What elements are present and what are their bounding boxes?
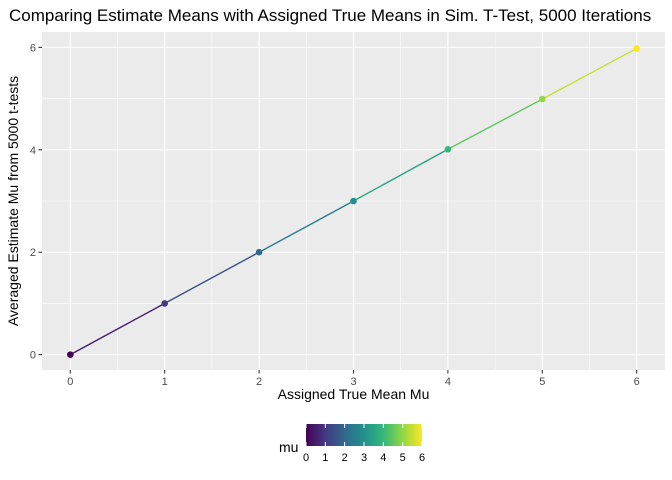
data-point: [538, 95, 546, 103]
data-point: [161, 300, 169, 307]
line-segment: [164, 251, 260, 305]
legend-tick-label: 6: [419, 452, 425, 464]
y-tick-label: 6: [30, 42, 36, 54]
x-tick-label: 4: [445, 376, 451, 388]
axes: 0 1 2 3 4 5 6 0 2 4 6: [30, 42, 640, 388]
chart-title: Comparing Estimate Means with Assigned T…: [9, 6, 651, 25]
data-point: [67, 351, 74, 358]
x-tick-label: 1: [162, 376, 168, 388]
data-point: [350, 197, 357, 205]
legend-colorbar: [306, 424, 422, 446]
data-point: [444, 145, 452, 153]
x-tick-label: 3: [350, 376, 356, 388]
y-tick-label: 4: [30, 145, 36, 157]
line-segment: [447, 98, 543, 150]
color-legend: mu 0 1 2 3 4 5 6: [279, 424, 425, 464]
line-segment: [69, 302, 166, 356]
legend-tick-label: 5: [400, 452, 406, 464]
legend-tick-label: 4: [380, 452, 386, 464]
grid-lines: [42, 32, 665, 370]
x-axis-title: Assigned True Mean Mu: [278, 386, 430, 402]
line-segment: [352, 148, 449, 202]
line-segment: [541, 47, 638, 100]
data-point: [255, 248, 263, 256]
legend-tick-label: 0: [303, 452, 309, 464]
x-tick-label: 5: [539, 376, 545, 388]
data-series: [67, 45, 640, 358]
y-tick-label: 0: [30, 350, 36, 362]
y-axis-title: Averaged Estimate Mu from 5000 t-tests: [5, 76, 21, 326]
x-tick-label: 0: [67, 376, 73, 388]
legend-tick-label: 3: [361, 452, 367, 464]
y-tick-label: 2: [30, 247, 36, 259]
legend-tick-label: 1: [322, 452, 328, 464]
data-point: [633, 45, 640, 52]
x-tick-label: 6: [634, 376, 640, 388]
legend-tick-label: 2: [342, 452, 348, 464]
x-tick-label: 2: [256, 376, 262, 388]
legend-title: mu: [279, 439, 298, 455]
line-segment: [258, 200, 355, 253]
